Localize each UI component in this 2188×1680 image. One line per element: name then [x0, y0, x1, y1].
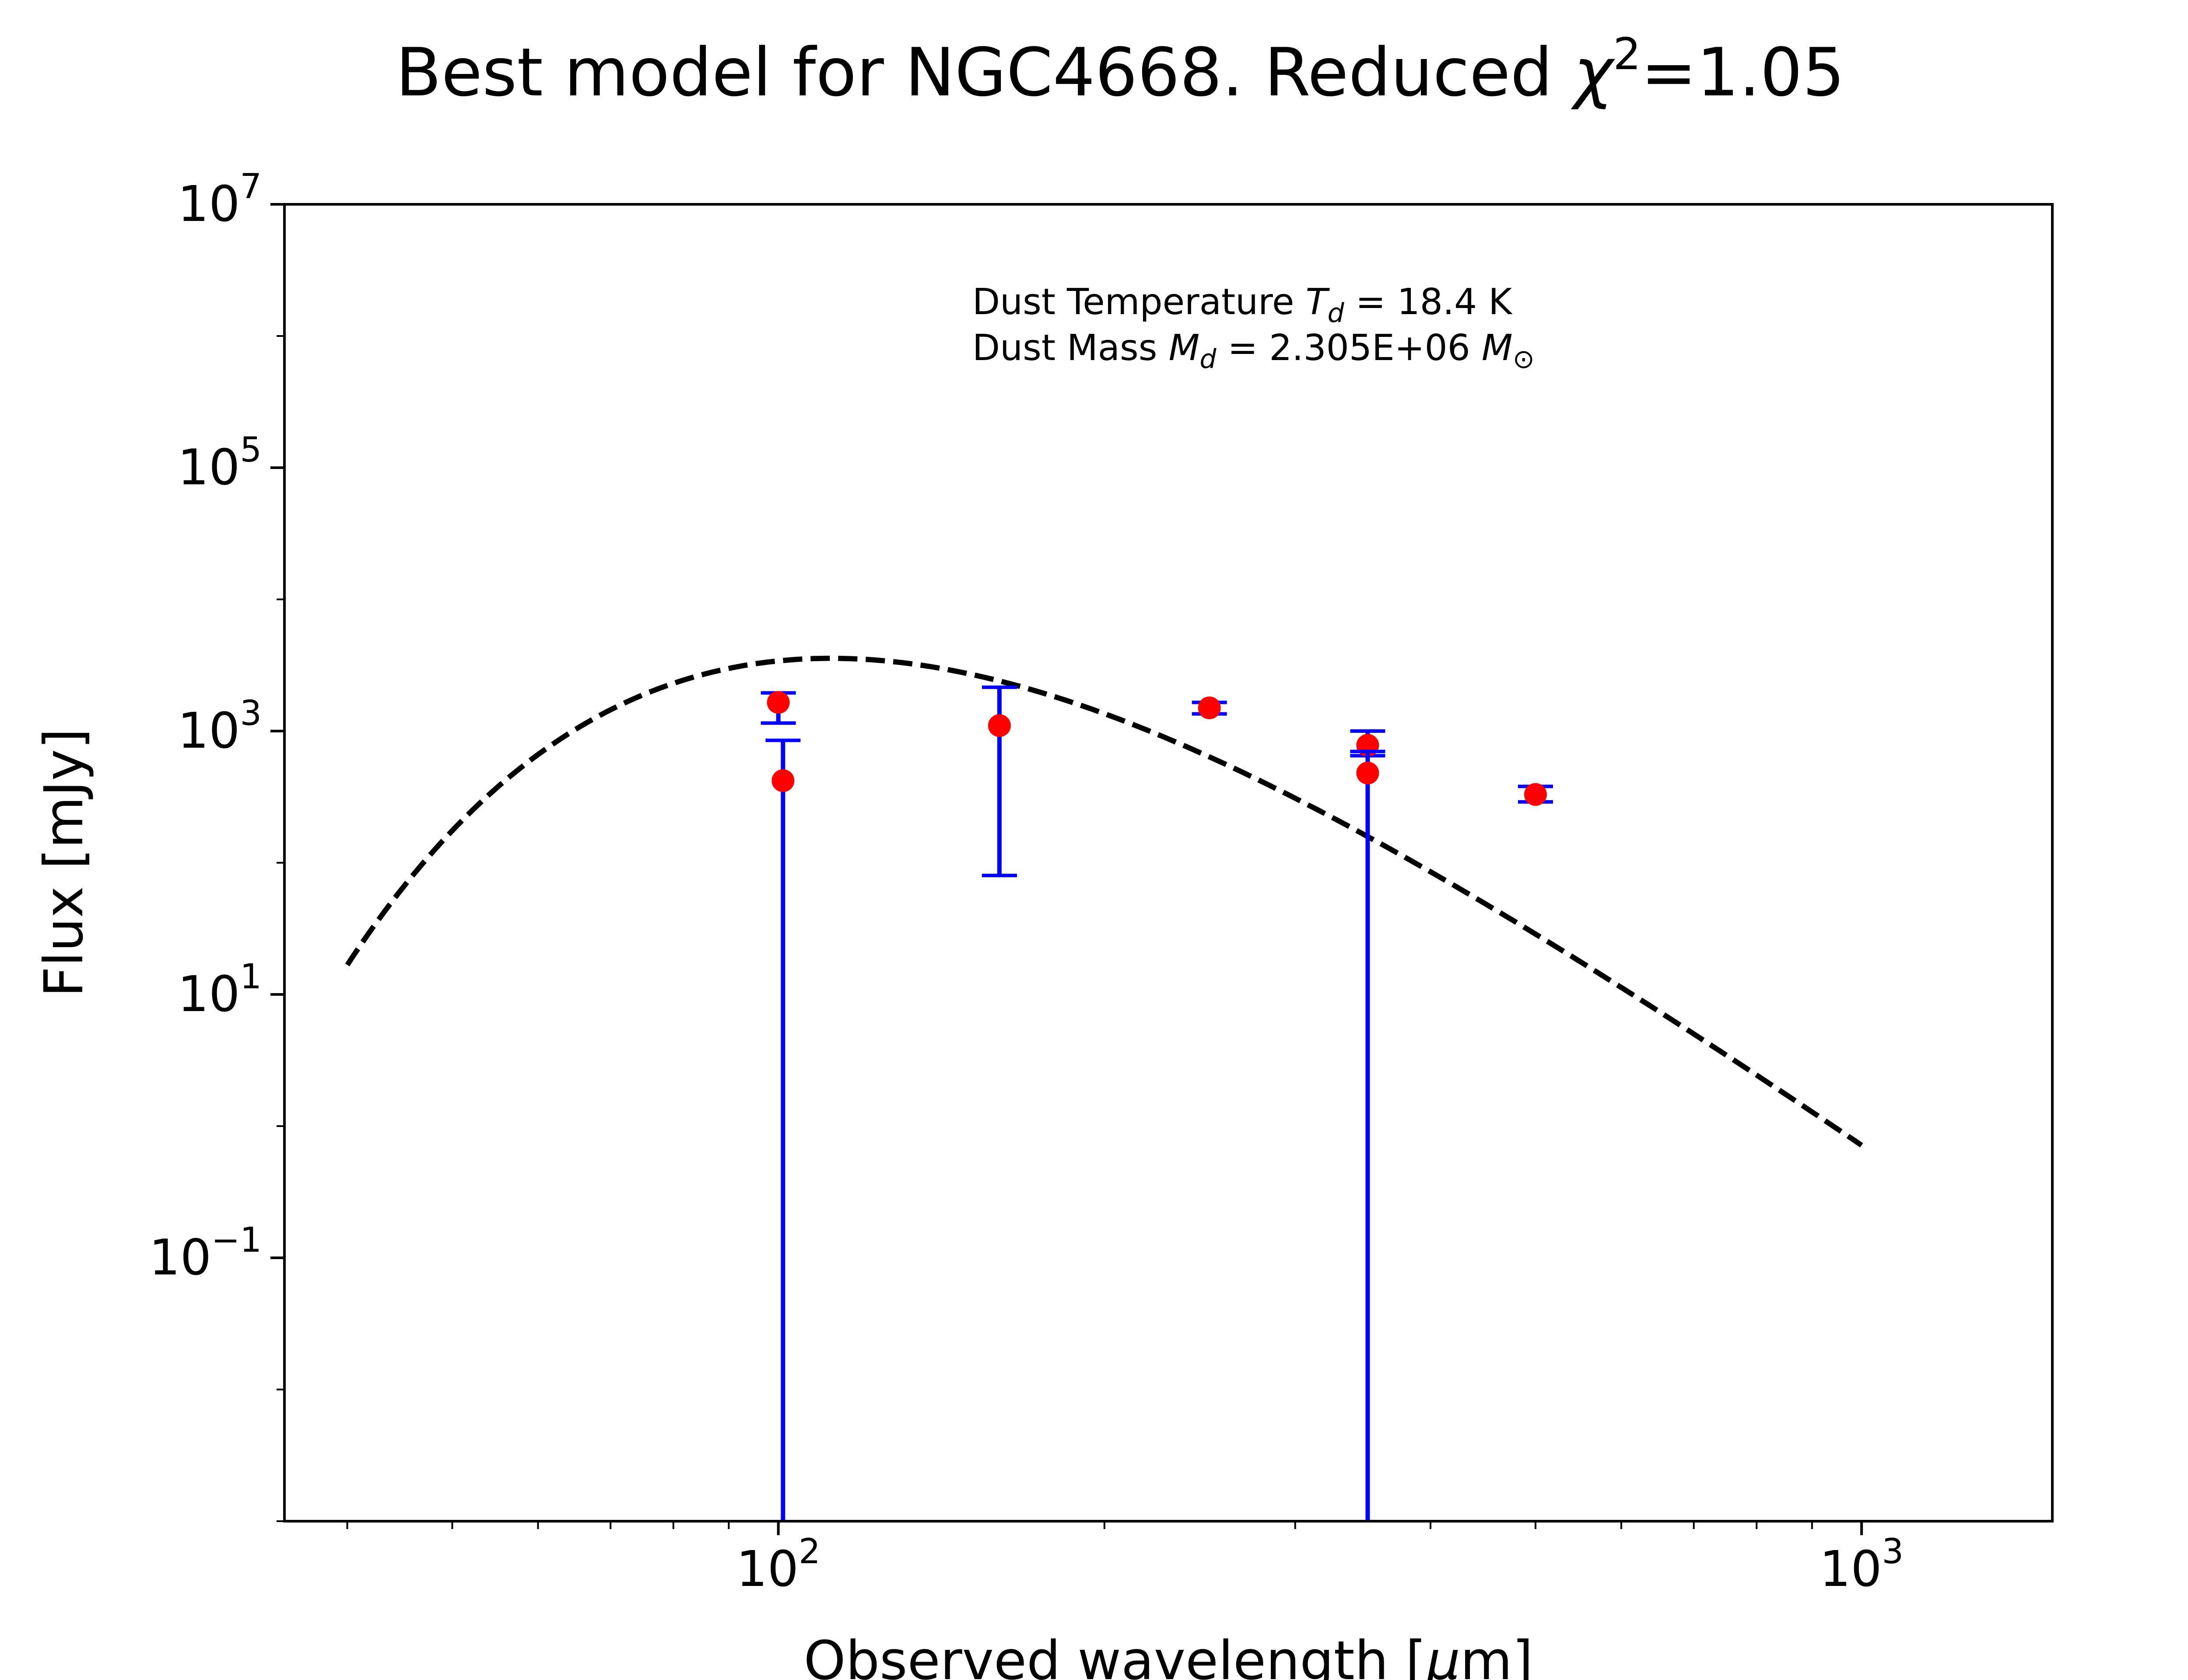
y-tick-label: 107: [178, 167, 262, 233]
dust-temperature-label: Dust Temperature Td = 18.4 K: [972, 281, 1513, 329]
dust-mass-label: Dust Mass Md = 2.305E+06 M⊙: [972, 327, 1535, 374]
data-point-7: [1518, 783, 1553, 806]
data-marker: [988, 714, 1011, 737]
axis-ticks: 102 103 10−1 101 103 105 107: [149, 167, 1904, 1598]
data-point-3: [982, 685, 1017, 878]
plot-frame: [283, 203, 2054, 1522]
y-tick-label: 10−1: [149, 1221, 262, 1286]
x-tick-label: 103: [1820, 1532, 1904, 1598]
x-axis-label: Observed wavelength [μm]: [804, 1630, 1533, 1680]
data-marker: [767, 691, 790, 714]
x-tick-label: 102: [736, 1532, 820, 1598]
data-point-6: [1350, 749, 1385, 1521]
y-axis-label: Flux [mJy]: [33, 728, 95, 998]
data-point-1: [761, 691, 796, 725]
data-marker: [771, 769, 795, 792]
y-tick-label: 101: [178, 957, 262, 1023]
data-marker: [1524, 783, 1547, 806]
data-marker: [1198, 696, 1221, 719]
y-tick-label: 105: [178, 430, 262, 496]
model-curve: [345, 655, 1863, 1148]
plot-content: [345, 655, 1863, 1521]
data-marker: [1356, 761, 1379, 784]
chart-title: Best model for NGC4668. Reduced χ2=1.05: [396, 28, 1844, 111]
data-point-4: [1192, 696, 1227, 719]
data-point-2: [765, 738, 801, 1521]
y-tick-label: 103: [178, 694, 262, 760]
